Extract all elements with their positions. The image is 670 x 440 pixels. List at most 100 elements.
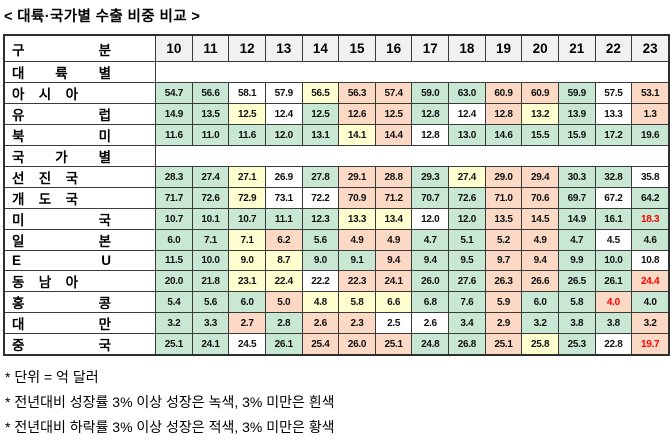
value-cell: 27.4 — [448, 166, 486, 188]
value-cell: 6.0 — [228, 291, 266, 313]
value-cell: 2.6 — [301, 312, 340, 334]
value-cell: 56.5 — [301, 82, 340, 104]
value-cell: 2.3 — [338, 312, 376, 334]
value-cell: 14.9 — [557, 208, 596, 230]
value-cell: 26.8 — [448, 333, 486, 356]
value-cell: 24.8 — [411, 333, 450, 356]
row-label: 일 본 — [3, 229, 157, 251]
value-cell: 12.0 — [411, 208, 450, 230]
section-row: 국 가 별 — [3, 145, 670, 167]
value-cell: 13.9 — [557, 103, 596, 125]
value-cell: 4.5 — [594, 229, 633, 251]
value-cell: 9.4 — [374, 250, 413, 271]
value-cell: 6.8 — [411, 291, 450, 313]
row-label-text: 홍 콩 — [12, 296, 111, 311]
value-cell: 28.8 — [374, 166, 413, 188]
value-cell: 30.3 — [557, 166, 596, 188]
value-cell: 6.2 — [264, 229, 303, 251]
value-cell: 17.2 — [594, 124, 633, 146]
value-cell: 6.6 — [374, 291, 413, 313]
value-cell: 3.8 — [594, 312, 633, 334]
value-cell: 29.1 — [338, 166, 376, 188]
row-label-text: 아 시 아 — [12, 87, 78, 102]
value-cell: 7.1 — [191, 229, 230, 251]
value-cell: 9.5 — [448, 250, 486, 271]
value-cell: 3.4 — [448, 312, 486, 334]
value-cell: 32.8 — [594, 166, 633, 188]
value-cell: 12.0 — [264, 124, 303, 146]
value-cell: 11.5 — [155, 250, 193, 271]
value-cell: 12.5 — [228, 103, 266, 125]
row-label-text: E U — [12, 253, 111, 268]
value-cell: 24.4 — [631, 270, 670, 292]
value-cell: 5.8 — [338, 291, 376, 313]
row-label: 국 가 별 — [3, 145, 157, 167]
value-cell: 2.9 — [484, 312, 523, 334]
value-cell: 57.4 — [374, 82, 413, 104]
table-row: 중 국 25.1 24.1 24.5 26.1 25.4 26.0 25.1 24.8 26.8 2… — [3, 333, 670, 356]
value-cell: 8.7 — [264, 250, 303, 271]
row-label-text: 중 국 — [12, 338, 111, 353]
value-cell: 14.4 — [374, 124, 413, 146]
value-cell: 12.6 — [338, 103, 376, 125]
value-cell: 11.6 — [155, 124, 193, 146]
value-cell: 12.0 — [448, 208, 486, 230]
row-label: 대 만 — [3, 312, 157, 334]
value-cell: 64.2 — [631, 187, 670, 209]
value-cell: 73.1 — [264, 187, 303, 209]
value-cell: 5.1 — [448, 229, 486, 251]
column-header-year: 15 — [338, 34, 376, 62]
column-header-year: 14 — [301, 34, 340, 62]
value-cell: 25.4 — [301, 333, 340, 356]
value-cell: 4.8 — [301, 291, 340, 313]
value-cell: 11.0 — [191, 124, 230, 146]
value-cell: 2.5 — [374, 312, 413, 334]
row-label: 동 남 아 — [3, 270, 157, 292]
value-cell: 22.8 — [594, 333, 633, 356]
value-cell: 5.9 — [484, 291, 523, 313]
table-row: 홍 콩 5.4 5.6 6.0 5.0 4.8 5.8 6.6 6.8 7.6 5.9 6.0 5.8 4… — [3, 291, 670, 313]
row-label: 홍 콩 — [3, 291, 157, 313]
footnote-decline-legend: * 전년대비 하락률 3% 이상 성장은 적색, 3% 미만은 황색 — [5, 419, 335, 435]
value-cell: 6.0 — [521, 291, 559, 313]
row-label-text: 동 남 아 — [12, 275, 78, 290]
row-label: 개 도 국 — [3, 187, 157, 209]
value-cell: 25.8 — [521, 333, 559, 356]
column-header-year: 19 — [484, 34, 523, 62]
value-cell: 6.0 — [155, 229, 193, 251]
value-cell: 13.4 — [374, 208, 413, 230]
value-cell: 4.7 — [411, 229, 450, 251]
value-cell: 2.7 — [228, 312, 266, 334]
value-cell: 5.6 — [191, 291, 230, 313]
table-row: 북 미 11.6 11.0 11.6 12.0 13.1 14.1 14.4 12.8 13.0 1… — [3, 124, 670, 146]
column-header-year: 11 — [191, 34, 230, 62]
value-cell: 26.5 — [557, 270, 596, 292]
value-cell: 12.8 — [411, 124, 450, 146]
value-cell: 19.6 — [631, 124, 670, 146]
value-cell: 4.9 — [338, 229, 376, 251]
value-cell: 7.1 — [228, 229, 266, 251]
value-cell: 13.1 — [301, 124, 340, 146]
value-cell: 24.5 — [228, 333, 266, 356]
value-cell: 5.4 — [155, 291, 193, 313]
value-cell: 14.5 — [521, 208, 559, 230]
row-label: 선 진 국 — [3, 166, 157, 188]
value-cell: 12.5 — [374, 103, 413, 125]
section-row: 대 륙 별 — [3, 61, 670, 83]
value-cell: 27.1 — [228, 166, 266, 188]
column-header-year: 20 — [521, 34, 559, 62]
value-cell: 54.7 — [155, 82, 193, 104]
value-cell: 9.0 — [301, 250, 340, 271]
value-cell: 26.3 — [484, 270, 523, 292]
value-cell: 13.2 — [521, 103, 559, 125]
row-label-text: 선 진 국 — [12, 171, 78, 186]
table-row: 개 도 국 71.7 72.6 72.9 73.1 72.2 70.9 71.2 70.7 72.… — [3, 187, 670, 209]
page-title: < 대륙·국가별 수출 비중 비교 > — [4, 9, 201, 25]
row-label: 중 국 — [3, 333, 157, 356]
value-cell: 70.7 — [411, 187, 450, 209]
value-cell: 4.9 — [374, 229, 413, 251]
value-cell: 20.0 — [155, 270, 193, 292]
value-cell: 26.9 — [264, 166, 303, 188]
